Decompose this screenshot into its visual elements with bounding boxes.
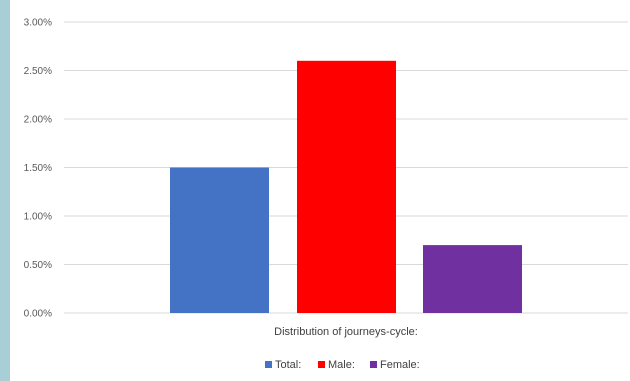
y-tick-label: 1.50%	[24, 163, 52, 174]
legend-swatch	[265, 361, 272, 368]
y-tick-label: 3.00%	[24, 18, 52, 29]
bar-total	[170, 167, 269, 313]
y-tick-label: 2.50%	[24, 66, 52, 77]
legend-label: Total:	[275, 359, 301, 371]
legend-swatch	[318, 361, 325, 368]
side-strip	[0, 0, 10, 381]
y-tick-label: 0.50%	[24, 260, 52, 271]
x-axis-label: Distribution of journeys-cycle:	[274, 326, 418, 338]
y-tick-label: 0.00%	[24, 309, 52, 320]
gridlines	[64, 21, 628, 314]
bar-female	[423, 245, 522, 313]
legend-label: Female:	[380, 359, 420, 371]
legend: Total: Male: Female:	[265, 359, 420, 371]
y-axis-ticks: 0.00% 0.50% 1.00% 1.50% 2.00% 2.50% 3.00%	[24, 18, 52, 320]
y-tick-label: 2.00%	[24, 115, 52, 126]
legend-swatch	[370, 361, 377, 368]
bars	[170, 60, 522, 313]
bar-male	[297, 60, 396, 313]
y-tick-label: 1.00%	[24, 212, 52, 223]
legend-label: Male:	[328, 359, 355, 371]
